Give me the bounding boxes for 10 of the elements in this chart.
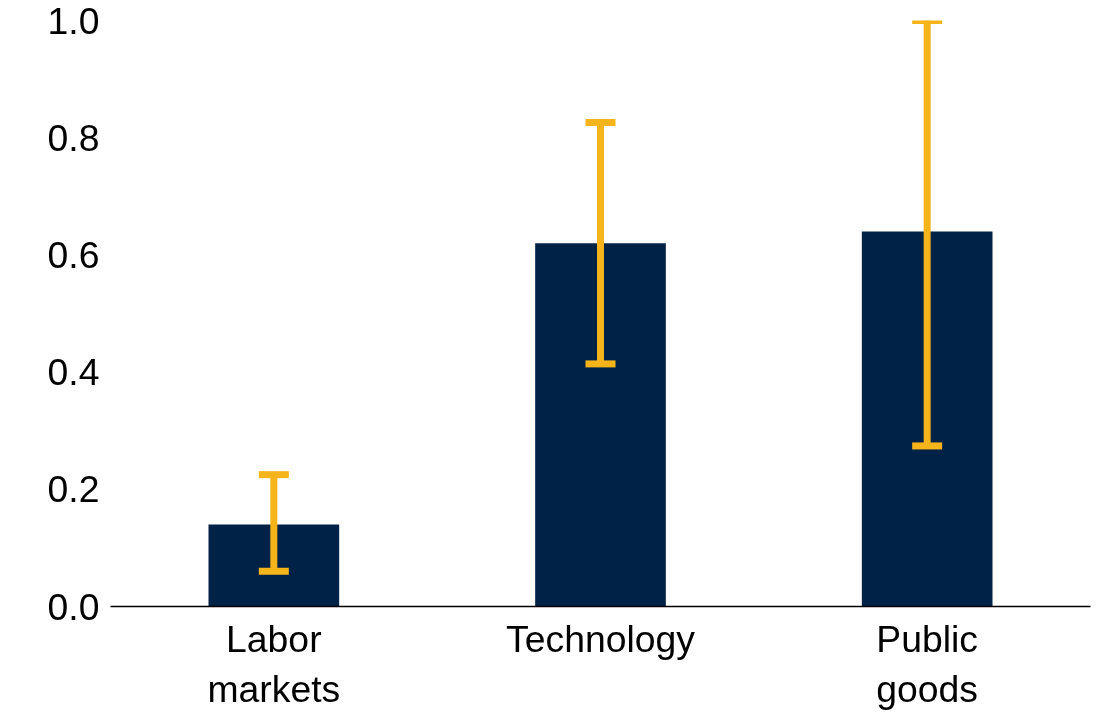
y-tick-label: 0.4: [47, 351, 100, 394]
x-tick-label: Technology: [506, 617, 696, 660]
y-tick-label: 1.0: [47, 0, 100, 42]
x-tick-label: Public goods: [876, 617, 979, 710]
y-tick-label: 0.0: [47, 585, 100, 628]
y-tick-label: 0.6: [47, 233, 100, 276]
bar: [535, 243, 666, 607]
y-tick-label: 0.2: [47, 468, 100, 511]
x-tick-label: Labor markets: [207, 617, 341, 710]
y-tick-label: 0.8: [47, 116, 100, 159]
